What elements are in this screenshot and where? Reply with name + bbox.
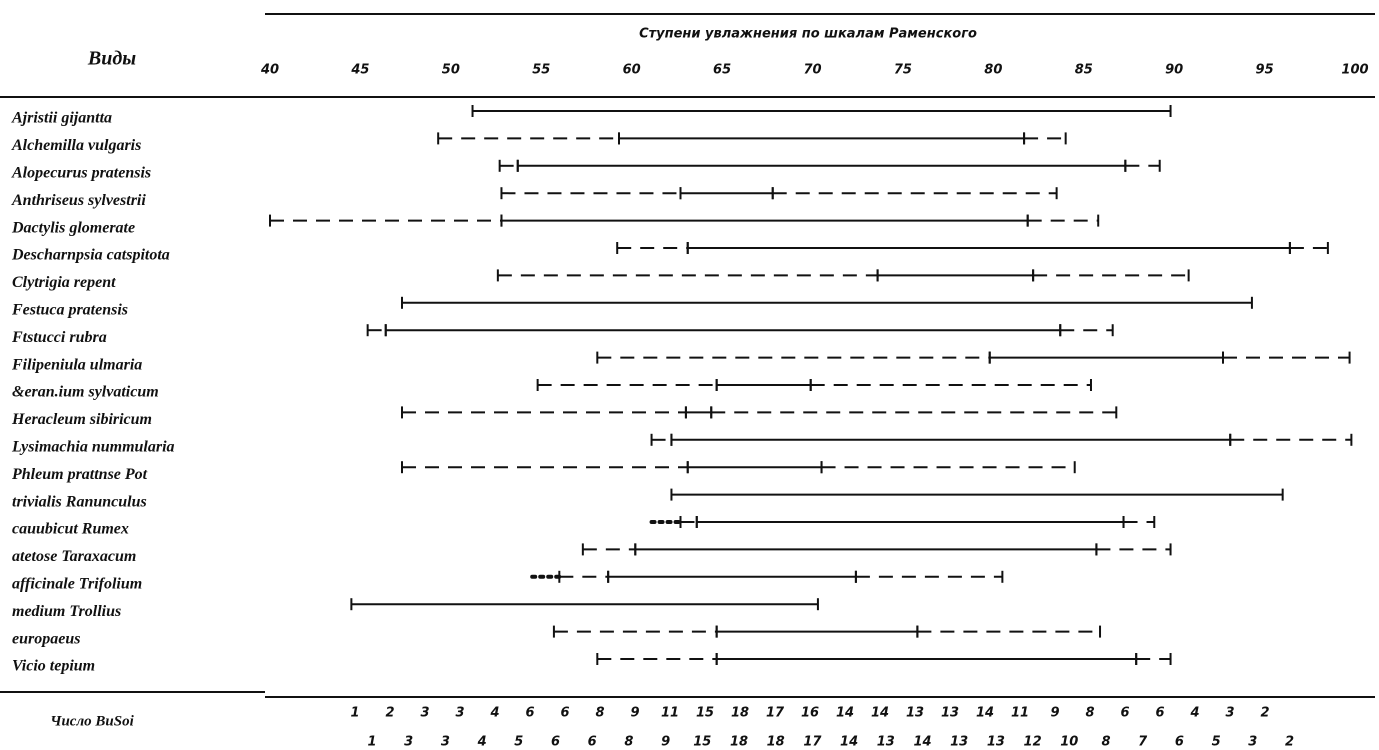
count-label: 16 bbox=[801, 706, 819, 721]
species-label: Alopecurus pratensis bbox=[11, 164, 151, 181]
species-label: &eran.ium sylvaticum bbox=[12, 384, 159, 401]
chart-title: Ступени увлажнения по шкалам Раменского bbox=[639, 27, 977, 42]
count-label: 9 bbox=[630, 706, 639, 721]
species-label: cauubicut Rumex bbox=[12, 521, 129, 538]
count-label: 9 bbox=[1050, 706, 1059, 721]
species-label: Anthriseus sylvestrii bbox=[11, 192, 146, 209]
count-label: 13 bbox=[987, 735, 1005, 750]
count-label: 3 bbox=[1248, 735, 1257, 750]
species-label: Ajristii gijantta bbox=[11, 110, 112, 127]
count-label: 6 bbox=[525, 706, 534, 721]
count-label: 6 bbox=[551, 735, 560, 750]
x-tick-label: 70 bbox=[803, 63, 821, 78]
count-label: 12 bbox=[1024, 735, 1042, 750]
count-label: 3 bbox=[441, 735, 450, 750]
x-tick-label: 85 bbox=[1075, 63, 1093, 78]
count-label: 3 bbox=[420, 706, 429, 721]
count-label: 13 bbox=[906, 706, 924, 721]
species-label: Dactylis glomerate bbox=[11, 219, 135, 236]
count-label: 8 bbox=[1085, 706, 1094, 721]
species-label: Ftstucci rubra bbox=[11, 329, 107, 346]
count-label: 17 bbox=[766, 706, 785, 721]
count-label: 3 bbox=[1225, 706, 1234, 721]
x-tick-label: 40 bbox=[260, 63, 279, 78]
count-label: 7 bbox=[1138, 735, 1148, 750]
species-label: Descharnpsia catspitota bbox=[11, 247, 170, 264]
species-label: trivialis Ranunculus bbox=[12, 493, 147, 510]
footer-label: Число BuSoi bbox=[50, 713, 134, 729]
count-label: 11 bbox=[1011, 706, 1029, 721]
count-label: 6 bbox=[1175, 735, 1184, 750]
count-label: 10 bbox=[1060, 735, 1078, 750]
count-label: 6 bbox=[1120, 706, 1129, 721]
count-label: 13 bbox=[950, 735, 968, 750]
species-label: Heracleum sibiricum bbox=[11, 411, 152, 428]
x-tick-label: 100 bbox=[1341, 63, 1368, 78]
count-label: 2 bbox=[385, 706, 394, 721]
row-header: Виды bbox=[87, 48, 136, 70]
x-tick-label: 65 bbox=[713, 63, 731, 78]
species-label: medium Trollius bbox=[12, 603, 121, 620]
count-label: 1 bbox=[367, 735, 376, 750]
species-label: atetose Taraxacum bbox=[12, 548, 136, 565]
species-label: europaeus bbox=[12, 630, 80, 647]
species-label: Lysimachia nummularia bbox=[11, 438, 175, 455]
x-tick-label: 90 bbox=[1165, 63, 1183, 78]
count-label: 6 bbox=[1155, 706, 1164, 721]
count-label: 4 bbox=[477, 735, 487, 750]
count-label: 15 bbox=[693, 735, 711, 750]
count-label: 6 bbox=[588, 735, 597, 750]
x-tick-label: 60 bbox=[623, 63, 641, 78]
count-label: 14 bbox=[976, 706, 994, 721]
count-label: 3 bbox=[404, 735, 413, 750]
count-label: 3 bbox=[455, 706, 464, 721]
count-label: 6 bbox=[560, 706, 569, 721]
count-label: 8 bbox=[1101, 735, 1110, 750]
species-label: Festuca pratensis bbox=[11, 301, 128, 318]
count-label: 2 bbox=[1285, 735, 1294, 750]
count-label: 14 bbox=[871, 706, 889, 721]
species-label: afficinale Trifolium bbox=[12, 575, 142, 592]
x-tick-label: 95 bbox=[1256, 63, 1274, 78]
x-tick-label: 50 bbox=[442, 63, 460, 78]
count-label: 2 bbox=[1260, 706, 1269, 721]
count-label: 4 bbox=[489, 706, 499, 721]
count-label: 13 bbox=[941, 706, 959, 721]
x-tick-label: 55 bbox=[532, 63, 550, 78]
count-label: 18 bbox=[767, 735, 785, 750]
count-label: 5 bbox=[1212, 735, 1221, 750]
count-label: 9 bbox=[661, 735, 670, 750]
count-label: 18 bbox=[731, 706, 749, 721]
species-label: Vicio tepium bbox=[12, 658, 95, 675]
count-label: 17 bbox=[803, 735, 822, 750]
count-label: 15 bbox=[696, 706, 714, 721]
count-label: 8 bbox=[624, 735, 633, 750]
x-tick-label: 75 bbox=[894, 63, 912, 78]
species-label: Phleum prattnse Pot bbox=[11, 466, 148, 483]
species-label: Filipeniula ulmaria bbox=[11, 356, 142, 373]
count-label: 4 bbox=[1189, 706, 1199, 721]
x-tick-label: 45 bbox=[350, 63, 369, 78]
count-label: 11 bbox=[661, 706, 679, 721]
species-label: Alchemilla vulgaris bbox=[11, 137, 141, 154]
species-label: Clytrigia repent bbox=[12, 274, 116, 291]
x-tick-label: 80 bbox=[984, 63, 1002, 78]
count-label: 14 bbox=[840, 735, 858, 750]
count-label: 5 bbox=[514, 735, 523, 750]
count-label: 18 bbox=[730, 735, 748, 750]
count-label: 8 bbox=[595, 706, 604, 721]
count-label: 14 bbox=[913, 735, 931, 750]
count-label: 1 bbox=[350, 706, 359, 721]
count-label: 13 bbox=[877, 735, 895, 750]
count-label: 14 bbox=[836, 706, 854, 721]
